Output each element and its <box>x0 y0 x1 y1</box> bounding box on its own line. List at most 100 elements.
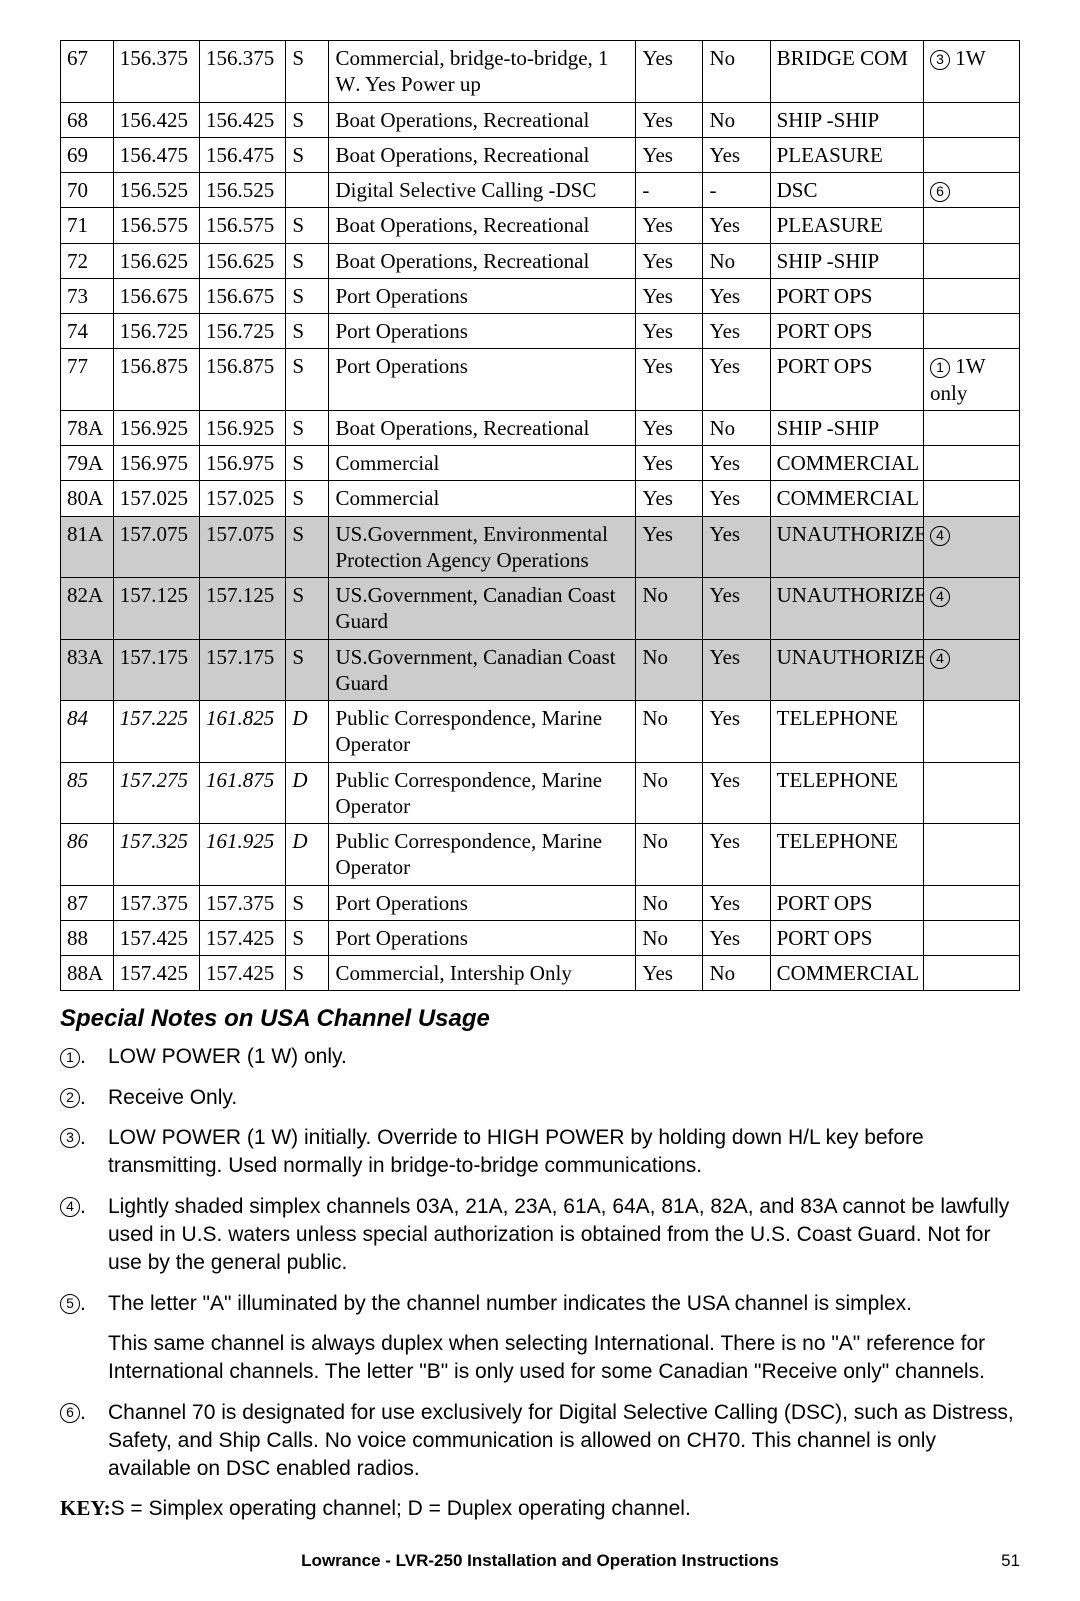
table-cell: 156.475 <box>200 137 286 172</box>
table-cell: 70 <box>61 173 114 208</box>
table-cell <box>924 137 1020 172</box>
table-cell: Yes <box>703 349 770 411</box>
table-cell: S <box>286 349 329 411</box>
table-row: 74156.725156.725SPort OperationsYesYesPO… <box>61 314 1020 349</box>
table-cell: US.Government, Environmental Protection … <box>329 516 636 578</box>
table-cell: S <box>286 516 329 578</box>
table-cell: - <box>703 173 770 208</box>
channel-table: 67156.375156.375SCommercial, bridge-to-b… <box>60 40 1020 991</box>
note-item: 6.Channel 70 is designated for use exclu… <box>60 1399 1020 1484</box>
table-cell: 73 <box>61 278 114 313</box>
table-cell: Yes <box>703 885 770 920</box>
table-cell <box>924 102 1020 137</box>
table-cell: Boat Operations, Recreational <box>329 102 636 137</box>
table-cell: 78A <box>61 410 114 445</box>
table-cell: 157.075 <box>200 516 286 578</box>
table-cell: 161.925 <box>200 824 286 886</box>
table-cell: 156.525 <box>113 173 199 208</box>
table-cell: 156.425 <box>113 102 199 137</box>
table-cell: 6 <box>924 173 1020 208</box>
table-cell <box>924 410 1020 445</box>
key-text: S = Simplex operating channel; D = Duple… <box>111 1497 691 1520</box>
note-marker: 4. <box>60 1193 108 1278</box>
table-cell: S <box>286 481 329 516</box>
key-label: KEY: <box>60 1496 111 1520</box>
table-cell: Yes <box>703 578 770 640</box>
table-cell: 156.425 <box>200 102 286 137</box>
table-cell: 1 1W only <box>924 349 1020 411</box>
note-item: 5.The letter "A" illuminated by the chan… <box>60 1290 1020 1318</box>
table-cell <box>924 278 1020 313</box>
table-cell: 4 <box>924 639 1020 701</box>
table-row: 73156.675156.675SPort OperationsYesYesPO… <box>61 278 1020 313</box>
table-row: 80A157.025157.025SCommercialYesYesCOMMER… <box>61 481 1020 516</box>
table-cell <box>924 956 1020 991</box>
table-cell: Yes <box>636 278 703 313</box>
table-cell: No <box>703 956 770 991</box>
table-cell: 157.075 <box>113 516 199 578</box>
table-cell <box>286 173 329 208</box>
table-cell: SHIP -SHIP <box>770 410 923 445</box>
table-cell: 69 <box>61 137 114 172</box>
table-cell: 156.875 <box>113 349 199 411</box>
table-cell: US.Government, Canadian Coast Guard <box>329 639 636 701</box>
note-item: 4.Lightly shaded simplex channels 03A, 2… <box>60 1193 1020 1278</box>
table-cell: No <box>636 824 703 886</box>
table-cell: SHIP -SHIP <box>770 102 923 137</box>
table-cell: Public Correspondence, Marine Operator <box>329 762 636 824</box>
table-cell: 88A <box>61 956 114 991</box>
table-cell: Port Operations <box>329 278 636 313</box>
table-cell: Commercial <box>329 481 636 516</box>
table-cell: Yes <box>636 41 703 103</box>
table-cell: Yes <box>636 102 703 137</box>
table-cell: No <box>636 578 703 640</box>
table-cell: 157.425 <box>113 920 199 955</box>
table-cell: Yes <box>703 137 770 172</box>
table-cell: D <box>286 824 329 886</box>
table-cell: 88 <box>61 920 114 955</box>
table-cell: Yes <box>703 516 770 578</box>
table-cell: S <box>286 410 329 445</box>
page-footer: Lowrance - LVR-250 Installation and Oper… <box>60 1551 1020 1571</box>
table-cell: No <box>703 410 770 445</box>
table-cell: Yes <box>703 701 770 763</box>
table-cell: PORT OPS <box>770 885 923 920</box>
table-row: 78A156.925156.925SBoat Operations, Recre… <box>61 410 1020 445</box>
table-cell: No <box>703 243 770 278</box>
table-cell: Yes <box>703 446 770 481</box>
table-cell: Yes <box>636 410 703 445</box>
note-marker: 3. <box>60 1124 108 1181</box>
table-cell: COMMERCIAL <box>770 446 923 481</box>
table-cell: 157.125 <box>113 578 199 640</box>
table-cell <box>924 481 1020 516</box>
table-row: 71156.575156.575SBoat Operations, Recrea… <box>61 208 1020 243</box>
table-cell <box>924 208 1020 243</box>
note-text: Lightly shaded simplex channels 03A, 21A… <box>108 1193 1020 1278</box>
table-cell: UNAUTHORIZED <box>770 639 923 701</box>
table-cell: 156.725 <box>200 314 286 349</box>
table-cell: S <box>286 314 329 349</box>
note-item: 2.Receive Only. <box>60 1084 1020 1112</box>
table-cell: Digital Selective Calling -DSC <box>329 173 636 208</box>
table-row: 84157.225161.825DPublic Correspondence, … <box>61 701 1020 763</box>
table-cell: No <box>703 102 770 137</box>
table-row: 87157.375157.375SPort OperationsNoYesPOR… <box>61 885 1020 920</box>
table-cell: No <box>636 762 703 824</box>
table-row: 77156.875156.875SPort OperationsYesYesPO… <box>61 349 1020 411</box>
table-cell: Yes <box>636 208 703 243</box>
table-row: 82A157.125157.125SUS.Government, Canadia… <box>61 578 1020 640</box>
table-cell: 85 <box>61 762 114 824</box>
table-cell: 74 <box>61 314 114 349</box>
table-row: 85157.275161.875DPublic Correspondence, … <box>61 762 1020 824</box>
table-cell: UNAUTHORIZED <box>770 578 923 640</box>
table-cell: 156.375 <box>113 41 199 103</box>
table-cell: 156.675 <box>113 278 199 313</box>
table-cell: 156.375 <box>200 41 286 103</box>
table-cell: 157.025 <box>200 481 286 516</box>
table-cell: 156.575 <box>113 208 199 243</box>
table-cell: 157.225 <box>113 701 199 763</box>
note-text: LOW POWER (1 W) only. <box>108 1043 1020 1071</box>
table-cell: S <box>286 243 329 278</box>
table-cell: 157.175 <box>200 639 286 701</box>
table-cell: 84 <box>61 701 114 763</box>
